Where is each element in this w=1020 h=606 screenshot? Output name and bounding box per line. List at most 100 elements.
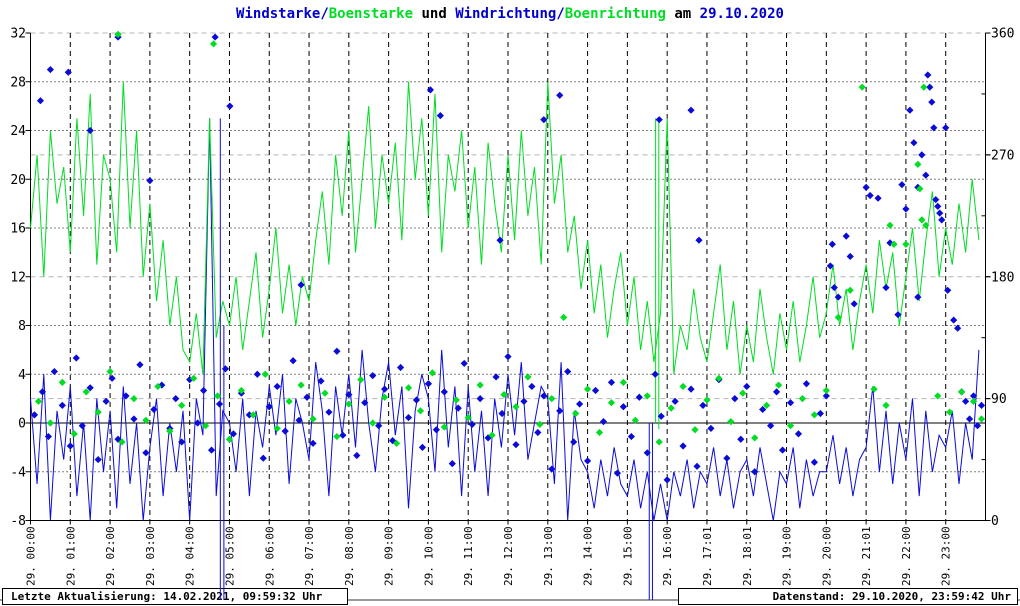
x-tick-label: 29. 00:00: [25, 526, 38, 586]
x-tick-label: 29. 22:00: [900, 526, 913, 586]
gust-direction-point: [774, 381, 783, 389]
wind-direction-point: [548, 465, 556, 473]
wind-direction-point: [426, 86, 435, 94]
gust-direction-point: [786, 422, 795, 430]
wind-direction-point: [64, 68, 72, 76]
wind-direction-point: [906, 106, 914, 114]
wind-direction-point: [476, 395, 484, 403]
wind-direction-point: [657, 412, 665, 420]
gust-direction-point: [249, 411, 257, 419]
wind-direction-point: [926, 83, 934, 91]
wind-direction-point: [591, 386, 600, 395]
wind-direction-point: [643, 449, 651, 457]
gust-direction-point: [273, 424, 281, 433]
wind-direction-point: [564, 367, 572, 376]
wind-direction-point: [930, 124, 938, 132]
wind-direction-point: [663, 476, 671, 484]
wind-direction-point: [440, 388, 448, 396]
wind-direction-point: [830, 283, 838, 292]
gust-direction-point: [703, 396, 711, 404]
wind-direction-point: [448, 460, 456, 468]
y-left-tick-label: 28: [10, 75, 26, 90]
x-tick-label: 29. 20:00: [820, 526, 833, 586]
wind-direction-point: [454, 404, 462, 412]
wind-direction-point: [778, 446, 787, 454]
gust-direction-point: [914, 160, 922, 168]
wind-direction-point: [707, 424, 715, 433]
y-left-tick-label: -8: [10, 514, 26, 529]
gust-direction-point: [309, 415, 317, 423]
wind-direction-point: [317, 377, 325, 385]
wind-direction-point: [699, 401, 707, 409]
x-tick-label: 29. 11:00: [462, 526, 475, 586]
gust-direction-point: [333, 432, 341, 441]
x-tick-label: 29. 15:00: [621, 526, 634, 586]
wind-direction-point: [826, 262, 834, 270]
gust-direction-point: [858, 83, 866, 91]
y-right-tick-label: 180: [991, 270, 1014, 285]
title-part: 29.10.2020: [699, 6, 784, 22]
gust-direction-point: [739, 389, 747, 397]
title-part: Windstarke/: [236, 6, 329, 22]
wind-direction-point: [229, 430, 238, 438]
gust-direction-point: [225, 435, 234, 443]
gust-direction-point: [946, 408, 954, 416]
title-part: Boenstarke: [328, 6, 414, 22]
wind-direction-point: [759, 405, 767, 414]
wind-direction-point: [695, 236, 703, 244]
wind-direction-point: [576, 400, 584, 408]
gust-direction-point: [94, 408, 102, 416]
gust-direction-point: [667, 404, 675, 412]
gust-direction-point: [297, 381, 305, 389]
wind-direction-point: [723, 454, 731, 462]
status-data-state: Datenstand: 29.10.2020, 23:59:42 Uhr: [678, 588, 1018, 605]
wind-direction-point: [259, 454, 267, 462]
x-tick-label: 29. 21:01: [860, 526, 873, 586]
wind-direction-point: [942, 124, 950, 132]
wind-direction-point: [607, 378, 616, 386]
gust-direction-point: [607, 399, 616, 407]
wind-direction-point: [265, 403, 273, 411]
wind-direction-point: [794, 430, 803, 438]
wind-direction-point: [613, 469, 622, 477]
wind-direction-point: [599, 418, 608, 426]
gust-direction-point: [822, 386, 830, 395]
x-tick-label: 29. 16:00: [661, 526, 674, 586]
gust-direction-point: [619, 378, 627, 386]
gust-direction-point: [357, 376, 365, 384]
wind-direction-point: [651, 370, 659, 378]
gust-direction-point: [643, 392, 651, 400]
wind-direction-point: [199, 386, 208, 395]
gust-direction-point: [524, 373, 532, 381]
x-tick-label: 29. 18:01: [741, 526, 754, 586]
gust-direction-point: [679, 382, 687, 391]
wind-direction-point: [289, 357, 297, 365]
gust-direction-point: [548, 395, 556, 403]
gust-direction-point: [237, 386, 245, 395]
wind-direction-point: [743, 382, 751, 391]
wind-direction-point: [436, 112, 444, 120]
wind-direction-point: [396, 363, 405, 372]
wind-direction-point: [842, 232, 850, 240]
gust-direction-point: [201, 422, 210, 430]
wind-direction-point: [862, 183, 870, 191]
wind-direction-point: [122, 392, 130, 400]
gust-direction-point: [934, 392, 942, 400]
gust-direction-point: [190, 374, 198, 382]
wind-direction-point: [934, 202, 942, 210]
y-right-tick-label: 90: [991, 392, 1007, 407]
y-right-tick-label: 360: [991, 27, 1014, 42]
wind-direction-point: [86, 384, 94, 392]
wind-direction-point: [142, 449, 150, 457]
wind-direction-point: [389, 437, 397, 445]
gust-direction-point: [464, 413, 472, 422]
gust-direction-point: [154, 382, 162, 391]
wind-direction-point: [295, 416, 303, 424]
wind-direction-point: [918, 151, 926, 159]
wind-direction-point: [583, 457, 592, 465]
wind-direction-point: [309, 439, 317, 447]
gust-direction-point: [691, 426, 699, 434]
wind-direction-point: [361, 399, 369, 407]
gust-direction-point: [977, 415, 986, 423]
